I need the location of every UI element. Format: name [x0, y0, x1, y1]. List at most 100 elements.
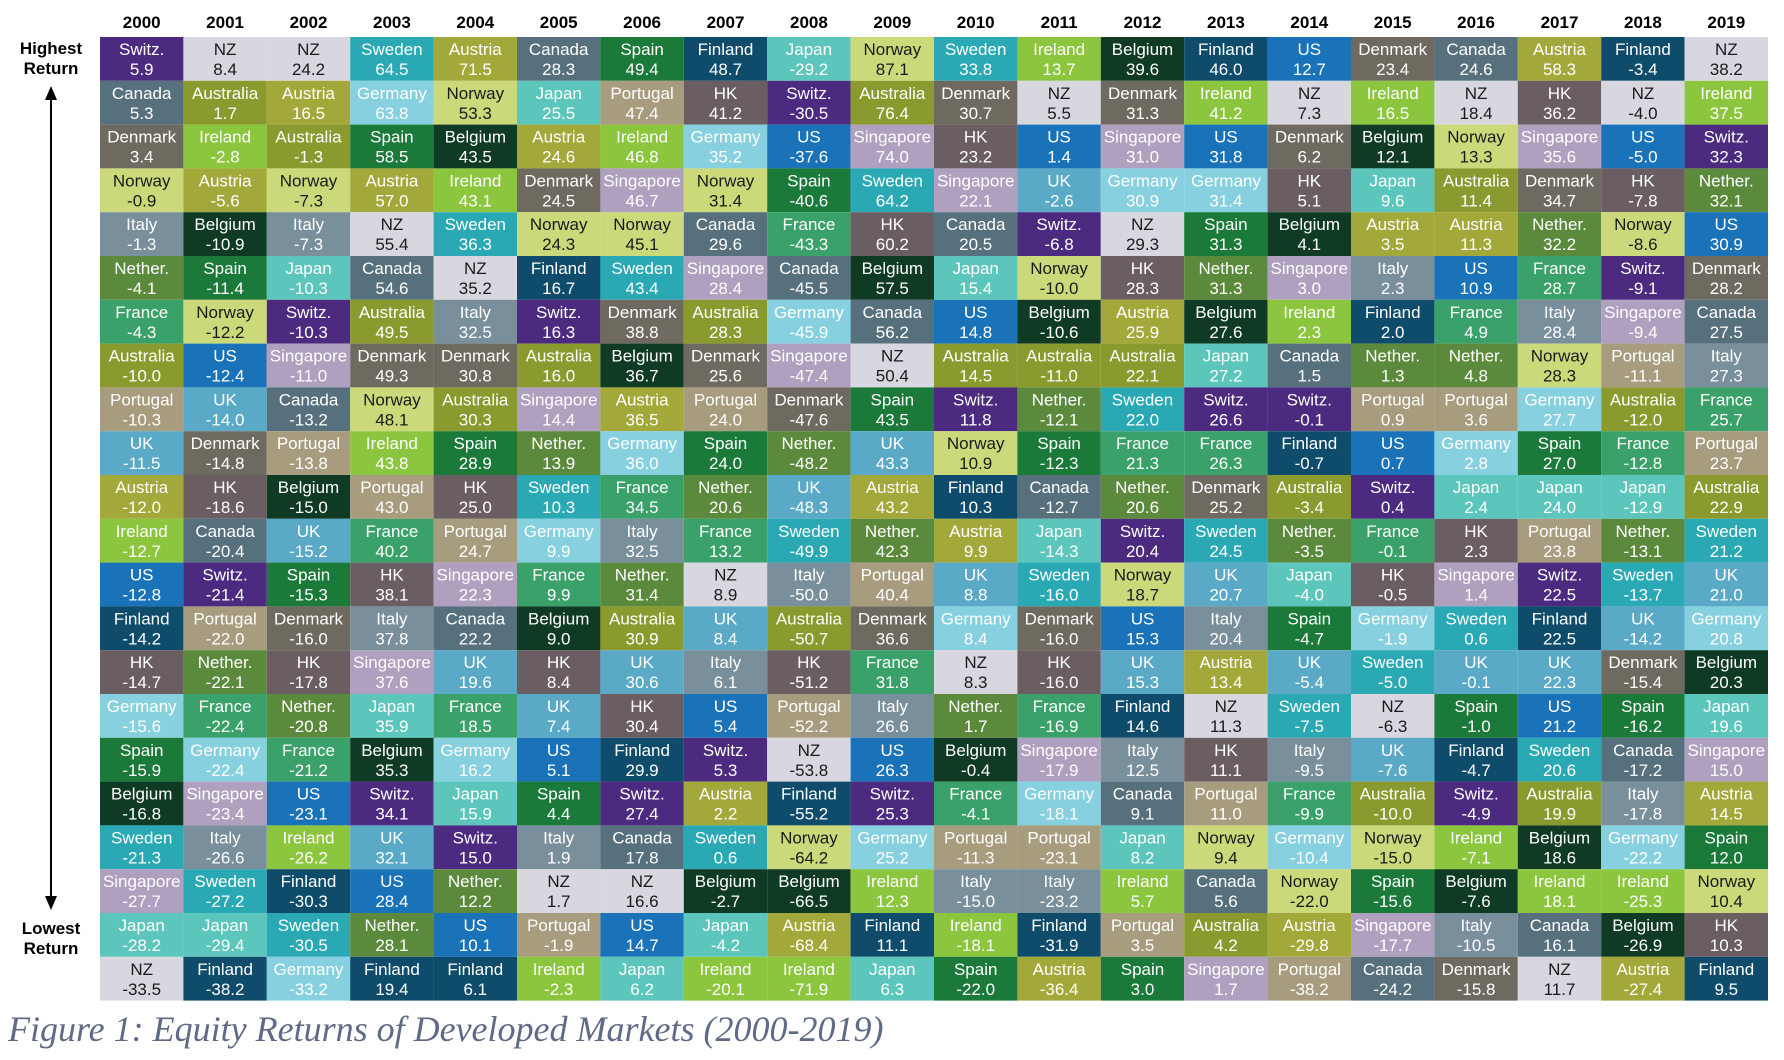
return-cell: Switz.-30.5: [767, 80, 851, 125]
return-cell: Singapore-17.7: [1351, 913, 1435, 957]
cell-background: [1184, 606, 1268, 651]
return-value: -10.0: [122, 367, 161, 386]
return-value: -4.7: [1461, 761, 1490, 780]
return-cell: NZ5.5: [1017, 80, 1101, 125]
cell-background: [767, 431, 851, 475]
cell-background: [1684, 737, 1768, 782]
return-value: -10.4: [1290, 848, 1329, 867]
cell-background: [600, 650, 684, 694]
cell-background: [433, 168, 517, 213]
cell-background: [1100, 518, 1185, 563]
country-label: Austria: [1700, 785, 1753, 804]
country-label: HK: [714, 84, 738, 103]
country-label: Nether.: [448, 872, 503, 891]
return-value: 20.6: [1543, 761, 1576, 780]
country-label: Germany: [1108, 171, 1178, 190]
highest-return-label: Return: [24, 59, 79, 78]
cell-background: [100, 299, 184, 344]
cell-background: [850, 343, 934, 388]
return-cell: Nether.28.1: [350, 913, 434, 957]
cell-background: [683, 956, 768, 1001]
cell-background: [1017, 475, 1101, 519]
cell-background: [1351, 212, 1435, 256]
return-cell: Nether.4.8: [1434, 343, 1518, 388]
cell-background: [850, 694, 934, 738]
return-cell: Nether.32.2: [1517, 212, 1602, 256]
return-value: -23.1: [1040, 848, 1079, 867]
return-value: 27.4: [626, 805, 659, 824]
return-value: -18.1: [1040, 805, 1079, 824]
cell-background: [1517, 913, 1602, 957]
cell-background: [350, 737, 434, 782]
return-value: 2.2: [714, 805, 738, 824]
return-value: 28.4: [709, 279, 742, 298]
return-value: 25.6: [709, 367, 742, 386]
cell-background: [683, 256, 768, 300]
return-cell: Austria-36.4: [1017, 956, 1101, 1001]
cell-background: [1434, 475, 1518, 519]
country-label: Norway: [947, 434, 1005, 453]
cell-background: [1100, 694, 1185, 738]
country-label: Singapore: [687, 259, 765, 278]
year-label: 2002: [290, 13, 328, 32]
cell-background: [1267, 212, 1351, 256]
cell-background: [683, 606, 768, 651]
return-value: 15.3: [1126, 629, 1159, 648]
cell-background: [1351, 737, 1435, 782]
country-label: Japan: [1203, 347, 1249, 366]
return-value: 4.8: [1464, 367, 1488, 386]
return-value: -6.3: [1378, 717, 1407, 736]
cell-background: [350, 650, 434, 694]
cell-background: [1017, 781, 1101, 826]
country-label: Finland: [1698, 960, 1754, 979]
return-cell: Italy-15.0: [934, 869, 1018, 913]
country-label: HK: [1548, 84, 1572, 103]
cell-background: [767, 737, 851, 782]
country-label: Germany: [607, 434, 677, 453]
return-value: -3.4: [1628, 60, 1657, 79]
return-value: -4.2: [711, 936, 740, 955]
return-value: -17.2: [1624, 761, 1663, 780]
return-value: 11.4: [1460, 191, 1492, 210]
return-value: 5.9: [130, 60, 154, 79]
cell-background: [517, 299, 601, 344]
return-value: -14.3: [1040, 542, 1079, 561]
country-label: Finland: [531, 259, 587, 278]
return-value: -15.0: [1373, 848, 1412, 867]
return-cell: HK-14.7: [100, 650, 184, 694]
country-label: Germany: [524, 522, 594, 541]
return-cell: NZ-53.8: [767, 737, 851, 782]
return-cell: Portugal-22.0: [183, 606, 267, 651]
return-cell: Norway-12.2: [183, 299, 267, 344]
return-value: -4.3: [127, 323, 156, 342]
return-cell: Belgium-16.8: [100, 781, 184, 826]
country-label: Switz.: [453, 828, 498, 847]
country-label: Nether.: [1282, 522, 1337, 541]
cell-background: [683, 475, 768, 519]
country-label: Austria: [1199, 653, 1252, 672]
cell-background: [1684, 475, 1768, 519]
cell-background: [266, 913, 351, 957]
return-value: 6.1: [714, 673, 738, 692]
return-value: 11.8: [960, 410, 992, 429]
country-label: Japan: [285, 259, 331, 278]
cell-background: [1684, 299, 1768, 344]
country-label: Italy: [1044, 872, 1076, 891]
country-label: Finland: [281, 872, 337, 891]
return-value: 32.1: [375, 848, 408, 867]
return-value: 16.7: [542, 279, 575, 298]
